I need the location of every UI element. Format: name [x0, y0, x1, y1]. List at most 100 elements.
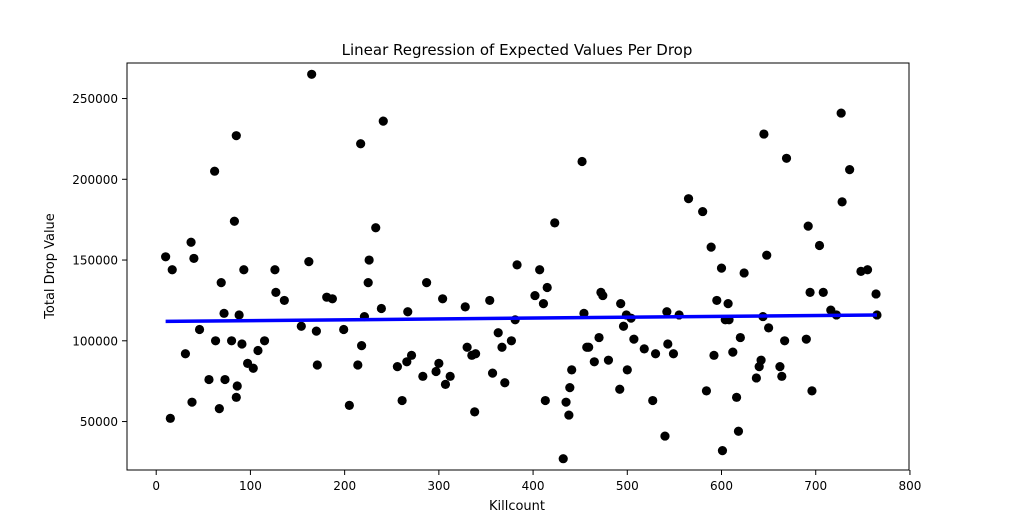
scatter-point — [814, 240, 825, 251]
scatter-point — [759, 129, 769, 139]
scatter-point — [445, 371, 455, 381]
scatter-point — [506, 336, 517, 346]
scatter-point — [231, 392, 241, 402]
scatter-point — [801, 334, 811, 344]
scatter-point — [180, 349, 191, 359]
scatter-point — [663, 339, 673, 349]
scatter-point — [418, 371, 428, 381]
scatter-point — [422, 278, 432, 288]
scatter-point — [460, 302, 470, 312]
x-tick-label: 0 — [152, 479, 160, 493]
scatter-point — [618, 321, 629, 331]
scatter-point — [487, 368, 498, 378]
y-tick-label: 250000 — [72, 92, 118, 106]
scatter-point — [210, 166, 220, 176]
scatter-point — [706, 242, 716, 252]
scatter-point — [862, 265, 873, 275]
y-axis-label: Total Drop Value — [43, 213, 58, 320]
scatter-point — [237, 339, 247, 349]
scatter-point — [189, 253, 199, 264]
scatter-point — [440, 379, 451, 390]
scatter-point — [701, 386, 712, 396]
scatter-point — [406, 350, 417, 360]
scatter-point — [845, 164, 855, 175]
scatter-point — [271, 287, 281, 297]
scatter-point — [344, 400, 354, 410]
x-tick-label: 100 — [239, 479, 262, 493]
scatter-point — [584, 342, 594, 352]
scatter-point — [204, 374, 214, 385]
scatter-point — [712, 295, 722, 306]
scatter-point — [165, 413, 175, 423]
chart-title: Linear Regression of Expected Values Per… — [342, 41, 693, 59]
scatter-point — [167, 265, 177, 275]
scatter-point — [270, 265, 280, 275]
scatter-point — [214, 404, 224, 414]
scatter-point — [364, 255, 374, 265]
scatter-point — [371, 223, 381, 233]
scatter-point — [683, 194, 694, 204]
data-points — [161, 69, 882, 464]
scatter-point — [493, 328, 503, 338]
scatter-point — [234, 310, 244, 320]
scatter-point — [781, 153, 792, 163]
scatter-point — [561, 397, 571, 407]
scatter-point — [229, 216, 240, 226]
scatter-point — [438, 294, 448, 304]
scatter-point — [836, 108, 846, 118]
x-tick-label: 800 — [898, 479, 921, 493]
scatter-point — [837, 197, 847, 207]
scatter-point — [397, 395, 407, 406]
scatter-point — [304, 257, 314, 267]
scatter-point — [231, 131, 241, 141]
scatter-point — [650, 349, 661, 359]
scatter-point — [311, 326, 321, 336]
scatter-point — [807, 386, 817, 396]
scatter-point — [589, 357, 599, 367]
scatter-point — [818, 287, 828, 297]
scatter-point — [356, 139, 366, 149]
x-axis-label: Killcount — [489, 499, 545, 514]
scatter-point — [558, 454, 568, 464]
scatter-point — [751, 373, 761, 383]
scatter-point — [434, 358, 444, 369]
scatter-point — [660, 431, 670, 441]
x-tick-label: 400 — [522, 479, 545, 493]
scatter-point — [279, 295, 289, 306]
scatter-point — [872, 310, 882, 320]
scatter-point — [187, 397, 197, 407]
scatter-point — [756, 355, 766, 365]
scatter-point — [803, 221, 813, 231]
scatter-point — [248, 363, 258, 373]
scatter-point — [733, 426, 744, 436]
scatter-point — [535, 265, 545, 275]
scatter-point — [530, 290, 540, 301]
scatter-point — [542, 282, 552, 293]
scatter-point — [339, 324, 349, 335]
scatter-point — [728, 347, 738, 357]
x-tick-label: 500 — [616, 479, 639, 493]
scatter-point — [462, 342, 472, 352]
scatter-point — [296, 321, 306, 331]
regression-layer — [165, 313, 877, 324]
scatter-point — [312, 360, 322, 370]
scatter-point — [497, 342, 507, 352]
scatter-point — [550, 218, 560, 228]
x-axis: 0 100 200 300 400 500 600 700 800 — [152, 470, 921, 493]
scatter-point — [709, 350, 719, 360]
x-tick-label: 600 — [710, 479, 733, 493]
scatter-point — [402, 357, 412, 367]
scatter-point — [512, 260, 522, 270]
scatter-point — [259, 336, 270, 346]
scatter-point — [216, 278, 226, 288]
scatter-point — [723, 299, 733, 309]
scatter-point — [639, 344, 649, 354]
scatter-point — [780, 336, 790, 346]
x-tick-label: 200 — [333, 479, 356, 493]
scatter-point — [403, 307, 413, 317]
scatter-point — [210, 336, 221, 346]
y-axis: 50000 100000 150000 200000 250000 — [72, 92, 127, 429]
scatter-point — [357, 341, 367, 351]
